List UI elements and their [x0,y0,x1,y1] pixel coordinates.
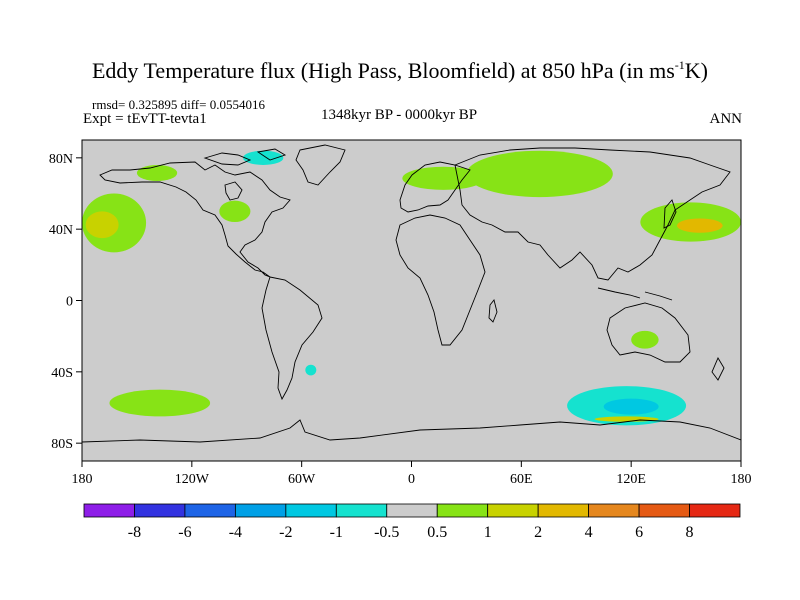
region-north-america-positive [219,200,251,223]
map-title: Eddy Temperature flux (High Pass, Bloomf… [0,58,800,84]
lon-tick-label: 120E [616,472,646,487]
region-south-indian-core [603,398,659,415]
colorbar-swatch [588,503,640,518]
colorbar: -8 -6 -4 -2 -1 -0.5 0.5 1 2 4 6 8 [83,503,741,541]
region-north-pacific-east-core [676,218,723,233]
colorbar-label: -0.5 [374,524,399,541]
anomaly-regions [82,150,741,426]
title-end: K) [684,58,708,83]
coastline-new-zealand [711,357,725,381]
colorbar-swatch [487,503,539,518]
region-south-pacific-positive [109,389,211,417]
coastline-madagascar [488,299,498,323]
region-europe-positive [402,166,485,190]
title-main: Eddy Temperature flux (High Pass, Bloomf… [91,58,675,83]
coastline-africa [395,214,486,346]
colorbar-swatch [689,503,741,518]
lon-tick-label: 60W [288,472,316,487]
colorbar-label: -4 [229,524,242,541]
lon-tick-label: 180 [72,472,93,487]
colorbar-label: 8 [686,524,694,541]
lat-tick-label: 40S [51,366,73,381]
lat-tick-label: 80S [51,437,73,452]
lat-tick-label: 40N [49,223,73,238]
lon-tick-label: 180 [731,472,752,487]
coastlines [82,144,741,443]
lon-tick-label: 120W [175,472,210,487]
coastline-europe [399,161,471,213]
region-canadian-archipelago-negative [243,150,284,165]
lon-tick-label: 60E [510,472,533,487]
colorbar-swatch [638,503,690,518]
region-alaska-positive [136,164,178,182]
region-australia-positive [631,330,659,349]
region-siberia-positive [466,150,613,198]
coastline-south-america [261,276,323,401]
colorbar-label: 6 [635,524,643,541]
longitude-axis: 180 120W 60W 0 60E 120E 180 [72,461,752,487]
colorbar-swatch [234,503,287,518]
colorbar-label: 2 [534,524,542,541]
colorbar-label: -6 [178,524,191,541]
rmsd-statistics: rmsd= 0.325895 diff= 0.0554016 [92,97,265,112]
coastline-north-america [99,161,291,278]
region-antarctic-coast-positive [594,416,659,422]
colorbar-label: -8 [128,524,141,541]
colorbar-label: 1 [484,524,492,541]
colorbar-swatch [436,503,489,518]
title-unit-exponent: -1 [674,58,685,72]
colorbar-swatch [83,503,135,518]
colorbar-swatch [386,503,438,518]
season-label: ANN [709,111,743,127]
colorbar-swatch [134,503,186,518]
colorbar-label: 0.5 [427,524,447,541]
colorbar-swatch [184,503,236,518]
coastline-asia [454,147,731,281]
coastline-hudson-bay [224,181,243,201]
lon-tick-label: 0 [408,472,415,487]
coastline-arctic-islands [203,148,287,166]
colorbar-label: 4 [585,524,593,541]
colorbar-swatch [537,503,590,518]
latitude-axis: 80N 40N 0 40S 80S [49,152,82,452]
colorbar-label: -2 [279,524,292,541]
coastline-antarctica [82,419,741,443]
coastline-greenland [295,144,346,186]
colorbar-swatch [285,503,337,518]
coastline-indonesia [597,287,673,301]
coastline-japan [663,199,677,229]
colorbar-swatch [335,503,388,518]
region-south-america-negative [305,364,317,376]
lat-tick-label: 0 [66,295,73,310]
coastline-australia [606,302,691,363]
experiment-label: Expt = tEvTT-tevta1 [83,111,207,127]
lat-tick-label: 80N [49,152,73,167]
region-north-pacific-west-core [85,211,119,239]
time-period-label: 1348kyr BP - 0000kyr BP [321,107,478,123]
colorbar-label: -1 [330,524,343,541]
